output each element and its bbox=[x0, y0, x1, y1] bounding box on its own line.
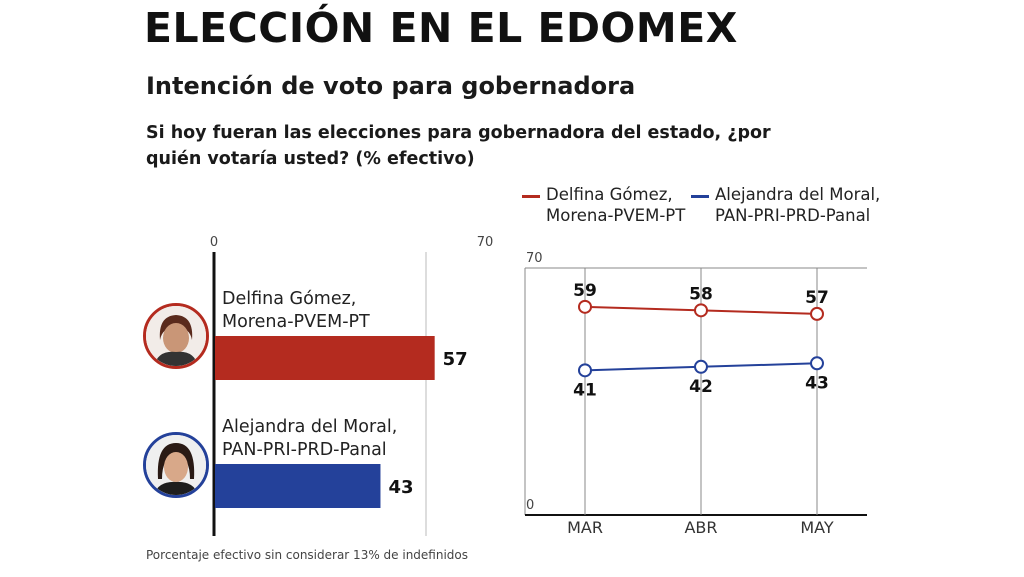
legend-swatch-alejandra bbox=[691, 195, 709, 198]
survey-question: Si hoy fueran las elecciones para gobern… bbox=[146, 123, 771, 169]
data-label-1-0: 41 bbox=[573, 380, 597, 400]
line-chart: 70 0 MAR ABR MAY 59 58 57 41 42 43 bbox=[524, 251, 867, 537]
point-1-2 bbox=[810, 356, 824, 371]
x-tick-label-2: MAY bbox=[800, 518, 834, 537]
person-portrait-icon bbox=[146, 435, 206, 495]
person-portrait-icon bbox=[146, 306, 206, 366]
legend-label-delfina-line2: Morena-PVEM-PT bbox=[546, 206, 686, 225]
category-label-0-line0: Delfina Gómez, bbox=[222, 289, 356, 309]
legend-label-alejandra-line2: PAN-PRI-PRD-Panal bbox=[715, 206, 871, 225]
point-1-1 bbox=[694, 359, 708, 374]
point-1-0 bbox=[578, 363, 592, 378]
category-label-0-line1: Morena-PVEM-PT bbox=[222, 312, 370, 332]
alejandra-avatar bbox=[143, 432, 209, 498]
data-label-0-2: 57 bbox=[805, 288, 829, 308]
y-tick-label-max: 70 bbox=[526, 251, 543, 266]
legend-label-alejandra: Alejandra del Moral, PAN-PRI-PRD-Panal bbox=[715, 184, 880, 226]
x-tick-label-max: 70 bbox=[477, 235, 494, 250]
bar-1 bbox=[215, 464, 381, 508]
x-tick-label-1: ABR bbox=[684, 518, 717, 537]
y-tick-label-min: 0 bbox=[526, 498, 534, 513]
bar-chart: 0 70 Delfina Gómez, Morena-PVEM-PT 57 Alejand… bbox=[210, 235, 494, 536]
legend-label-delfina: Delfina Gómez, Morena-PVEM-PT bbox=[546, 184, 685, 226]
data-label-0-1: 58 bbox=[689, 284, 713, 304]
point-0-2 bbox=[810, 306, 824, 321]
x-tick-label-0: MAR bbox=[567, 518, 603, 537]
x-tick-label-min: 0 bbox=[210, 235, 218, 250]
category-label-1-line0: Alejandra del Moral, bbox=[222, 417, 397, 437]
page-title: ELECCIÓN EN EL EDOMEX bbox=[144, 4, 738, 52]
data-label-1: 43 bbox=[388, 477, 413, 498]
data-label-0-0: 59 bbox=[573, 281, 597, 301]
bar-0 bbox=[215, 336, 435, 380]
legend-swatch-delfina bbox=[522, 195, 540, 198]
point-0-0 bbox=[578, 299, 592, 314]
data-label-1-2: 43 bbox=[805, 373, 829, 393]
legend-label-alejandra-line1: Alejandra del Moral, bbox=[715, 185, 881, 204]
legend-label-delfina-line1: Delfina Gómez, bbox=[546, 185, 673, 204]
point-0-1 bbox=[694, 303, 708, 318]
chart-subtitle: Intención de voto para gobernadora bbox=[146, 72, 636, 100]
delfina-avatar bbox=[143, 303, 209, 369]
data-label-1-1: 42 bbox=[689, 377, 713, 397]
category-label-1-line1: PAN-PRI-PRD-Panal bbox=[222, 440, 387, 460]
footnote: Porcentaje efectivo sin considerar 13% d… bbox=[146, 548, 469, 562]
data-label-0: 57 bbox=[443, 349, 468, 370]
